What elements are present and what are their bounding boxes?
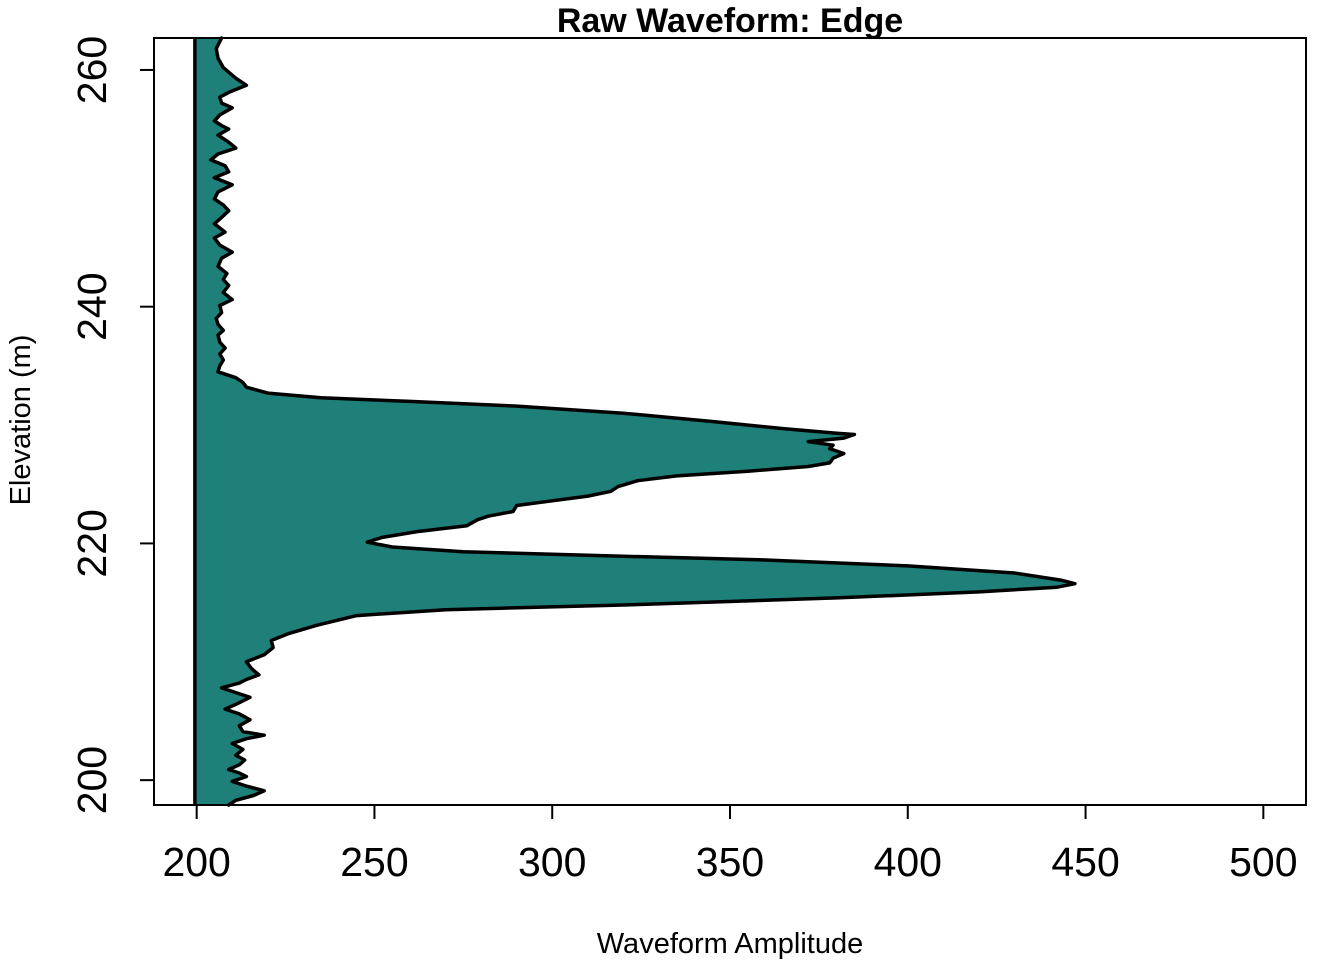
x-axis: 200 250 300 350 400 450 500 xyxy=(162,805,1298,885)
x-tick-label: 500 xyxy=(1229,839,1297,885)
x-tick-label: 200 xyxy=(162,839,230,885)
y-axis-label: Elevation (m) xyxy=(5,335,37,506)
x-tick-label: 250 xyxy=(340,839,408,885)
plot-frame xyxy=(153,37,1307,806)
x-tick-label: 350 xyxy=(696,839,764,885)
plot-area xyxy=(193,36,1077,807)
waveform-fill xyxy=(194,38,1075,805)
y-tick-label: 220 xyxy=(69,509,115,577)
x-tick-label: 400 xyxy=(874,839,942,885)
waveform-outline xyxy=(209,36,1077,807)
y-tick-label: 240 xyxy=(69,272,115,340)
chart-title: Raw Waveform: Edge xyxy=(557,2,903,40)
x-axis-label: Waveform Amplitude xyxy=(597,928,863,960)
y-axis: 200 220 240 260 xyxy=(69,36,154,814)
x-tick-label: 450 xyxy=(1051,839,1119,885)
y-tick-label: 200 xyxy=(69,746,115,814)
x-tick-label: 300 xyxy=(518,839,586,885)
y-tick-label: 260 xyxy=(69,36,115,104)
